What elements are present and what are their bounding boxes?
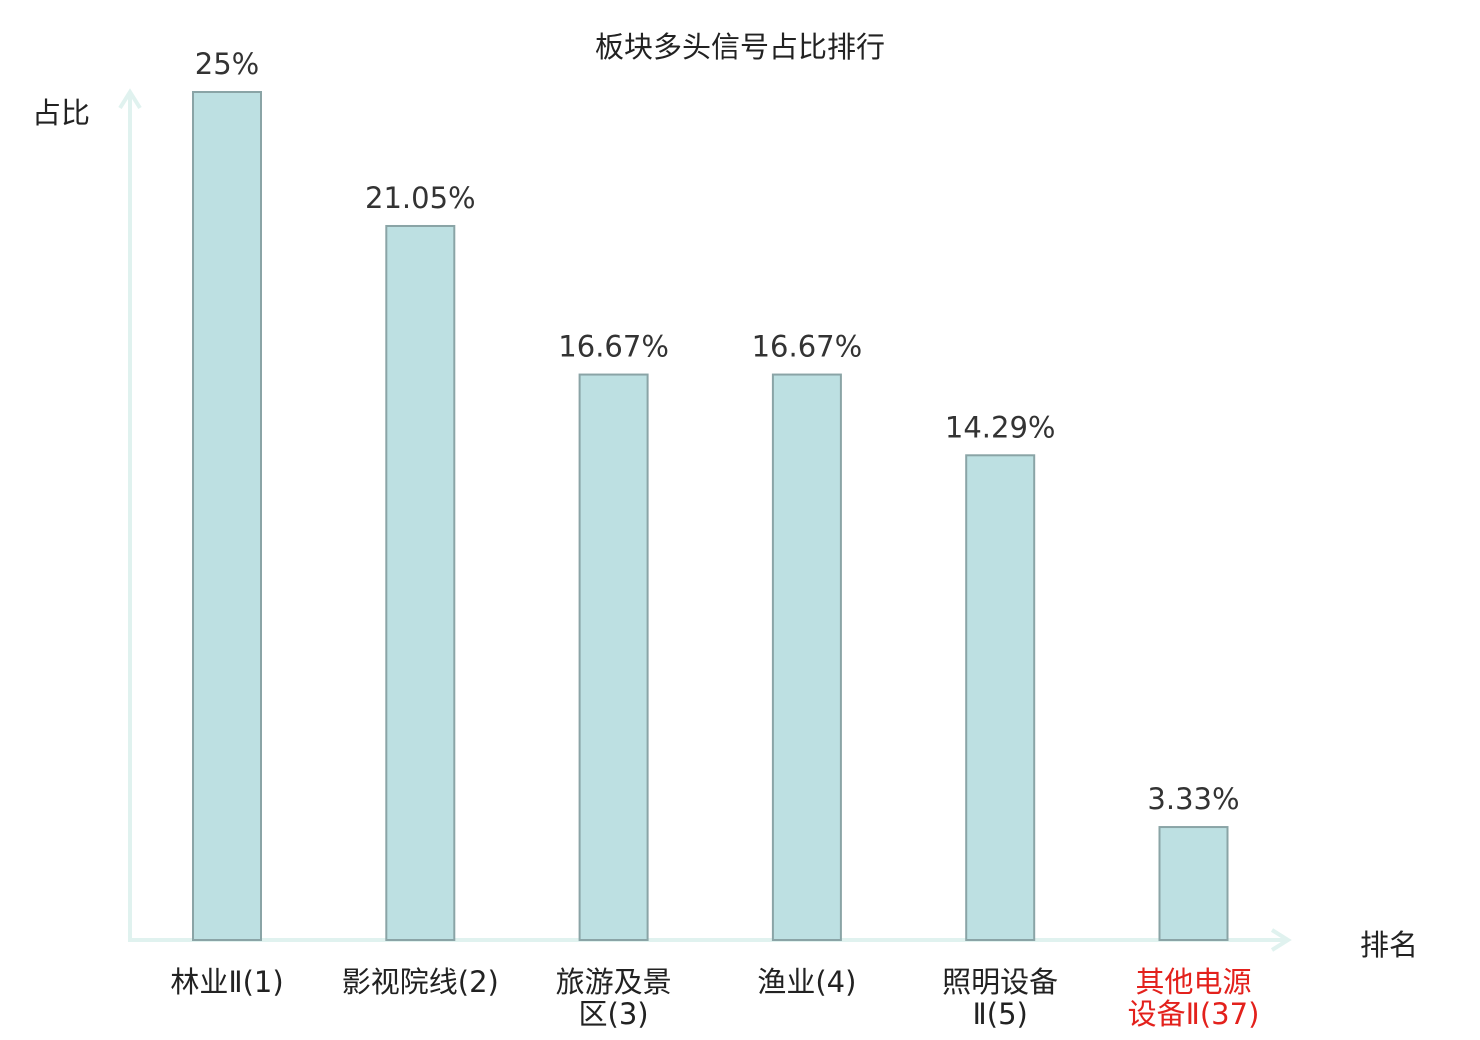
bar-value-label: 14.29%	[945, 410, 1056, 444]
bar-value-label: 16.67%	[558, 330, 669, 364]
x-tick-label: 林业Ⅱ(1)	[170, 965, 284, 999]
x-tick-label: 影视院线(2)	[341, 965, 499, 999]
bars-group	[192, 91, 1229, 941]
x-tick-label: 其他电源 设备Ⅱ(37)	[1127, 965, 1260, 1031]
x-tick-label: 照明设备 Ⅱ(5)	[942, 965, 1059, 1031]
x-tick-label: 旅游及景 区(3)	[555, 965, 672, 1031]
bar	[578, 373, 649, 941]
bar-value-label: 3.33%	[1147, 782, 1239, 816]
value-labels-group: 25% 21.05% 16.67% 16.67% 14.29% 3.33%	[195, 47, 1240, 816]
y-axis-label: 占比	[32, 96, 91, 130]
bar-value-label: 16.67%	[752, 330, 863, 364]
chart-title: 板块多头信号占比排行	[594, 30, 885, 64]
x-axis-label: 排名	[1360, 928, 1419, 962]
bar-value-label: 21.05%	[365, 181, 476, 215]
bar-value-label: 25%	[195, 47, 259, 81]
bar	[771, 373, 842, 941]
bar	[385, 224, 456, 941]
bar	[1158, 826, 1229, 941]
bar	[192, 91, 262, 941]
y-axis	[118, 88, 142, 940]
x-axis	[128, 928, 1292, 952]
x-tick-label: 渔业(4)	[757, 965, 857, 999]
bar	[965, 454, 1036, 941]
